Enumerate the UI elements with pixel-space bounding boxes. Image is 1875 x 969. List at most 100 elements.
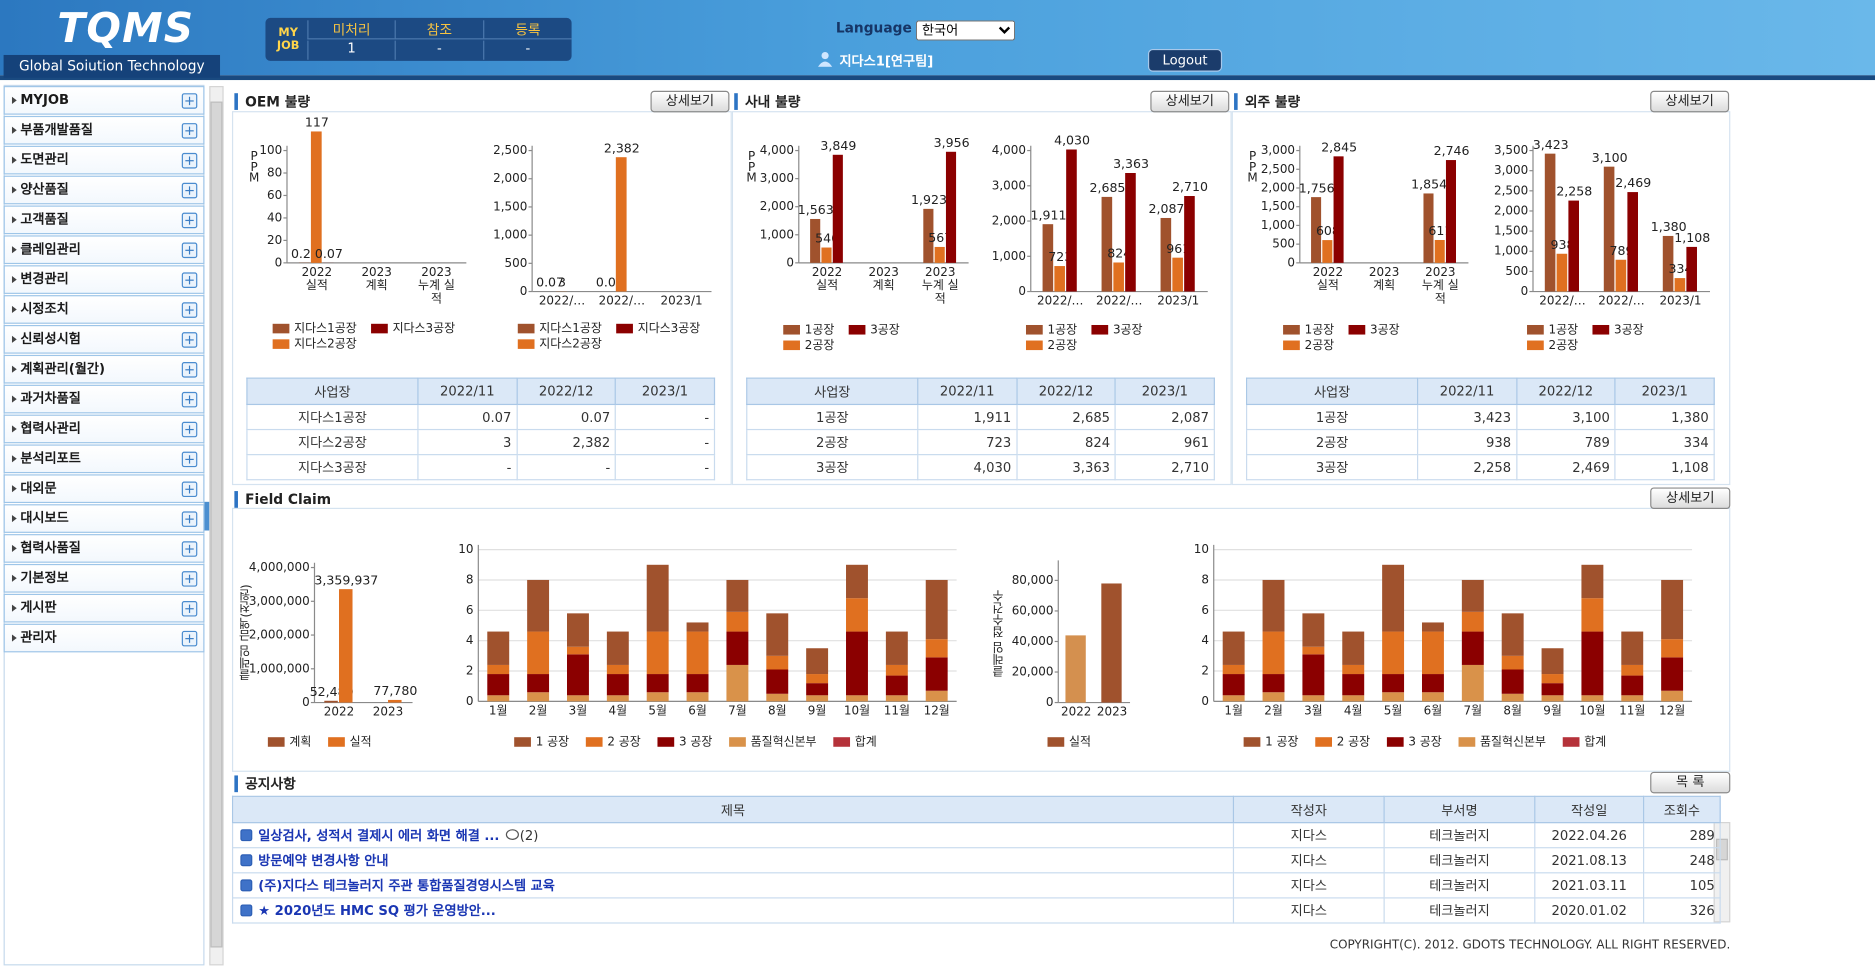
menu-item[interactable]: 시정조치 bbox=[3, 295, 205, 324]
table-header-cell: 2022/11 bbox=[417, 377, 518, 406]
table-cell: 289 bbox=[1643, 822, 1721, 849]
comment-icon bbox=[505, 829, 519, 840]
table-cell: 테크놀러지 bbox=[1383, 822, 1536, 849]
myjob-label[interactable]: 참조 bbox=[394, 20, 484, 40]
list-button[interactable]: 목 록 bbox=[1650, 771, 1731, 794]
myjob-label[interactable]: 등록 bbox=[483, 20, 572, 40]
table-cell: 1,380 bbox=[1614, 403, 1715, 431]
menu-item[interactable]: 대시보드 bbox=[3, 504, 205, 533]
x-tick-label: 4월 bbox=[1343, 704, 1363, 719]
table-cell: 334 bbox=[1614, 428, 1715, 456]
notice-title[interactable]: ★ 2020년도 HMC SQ 평가 운영방안... bbox=[258, 903, 496, 919]
detail-button[interactable]: 상세보기 bbox=[1150, 90, 1230, 113]
table-cell: 2,469 bbox=[1515, 454, 1616, 481]
scroll-thumb[interactable] bbox=[210, 101, 223, 948]
table-row: 2공장 723 824 961 bbox=[746, 428, 1215, 456]
sidebar-toggle[interactable] bbox=[204, 501, 210, 531]
table-header-cell: 2023/1 bbox=[615, 377, 716, 406]
myjob-label[interactable]: 미처리 bbox=[307, 20, 395, 40]
notice-icon bbox=[240, 879, 253, 892]
menu-item[interactable]: 신뢰성시험 bbox=[3, 324, 205, 354]
menu-item[interactable]: 분석리포트 bbox=[3, 444, 205, 474]
table-cell: 2,382 bbox=[516, 428, 617, 456]
menu-item[interactable]: 고객품질 bbox=[3, 205, 205, 235]
table-header-cell: 사업장 bbox=[746, 377, 919, 406]
table-cell: 1,911 bbox=[917, 403, 1018, 431]
menu-item[interactable]: 클레임관리 bbox=[3, 235, 205, 265]
x-tick-label: 2022 bbox=[1060, 706, 1092, 720]
x-tick-label: 2023/1 bbox=[660, 295, 703, 309]
menu-item[interactable]: 게시판 bbox=[3, 593, 205, 623]
x-tick-label: 2023/1 bbox=[1157, 295, 1200, 309]
panel-title: 사내 불량 bbox=[734, 93, 800, 110]
menu-item[interactable]: 과거차품질 bbox=[3, 384, 205, 414]
table-cell: 0.07 bbox=[417, 403, 518, 431]
menu-item[interactable]: 양산품질 bbox=[3, 175, 205, 205]
table-header-row: 제목 작성자 부서명 작성일 조회수 bbox=[231, 795, 1721, 824]
logo: TQMS bbox=[57, 4, 195, 53]
table-row: (주)지다스 테크놀러지 주관 통합품질경영시스템 교육 지다스 테크놀러지 2021… bbox=[231, 872, 1721, 899]
table-cell: 3,100 bbox=[1515, 403, 1616, 431]
x-tick-label: 2022 실적 bbox=[811, 266, 843, 293]
table-cell: 248 bbox=[1643, 847, 1721, 874]
x-tick-label: 2023 계획 bbox=[1368, 266, 1400, 293]
tagline: Global Soiution Technology bbox=[3, 54, 221, 78]
menu-item[interactable]: 도면관리 bbox=[3, 145, 205, 175]
menu-item[interactable]: MYJOB bbox=[3, 86, 205, 115]
x-tick-label: 11월 bbox=[883, 704, 910, 719]
x-tick-label: 12월 bbox=[923, 704, 950, 719]
table-cell: 824 bbox=[1016, 428, 1117, 456]
menu-item[interactable]: 협력사관리 bbox=[3, 414, 205, 444]
language-label: Language : bbox=[835, 19, 923, 36]
logout-button[interactable]: Logout bbox=[1147, 48, 1223, 72]
notice-title[interactable]: 방문예약 변경사항 안내 bbox=[258, 853, 389, 869]
detail-button[interactable]: 상세보기 bbox=[650, 90, 730, 113]
table-cell: - bbox=[615, 428, 716, 456]
table-cell: 105 bbox=[1643, 872, 1721, 899]
detail-button[interactable]: 상세보기 bbox=[1650, 90, 1730, 113]
table-cell: - bbox=[516, 454, 617, 481]
menu-item[interactable]: 기본정보 bbox=[3, 563, 205, 593]
table-cell: 2021.08.13 bbox=[1534, 847, 1645, 874]
notice-title[interactable]: 일상검사, 성적서 결제시 에러 화면 해결 ... bbox=[258, 828, 500, 844]
myjob-value[interactable]: - bbox=[483, 40, 571, 60]
menu-item[interactable]: 변경관리 bbox=[3, 265, 205, 294]
notice-title-cell: ★ 2020년도 HMC SQ 평가 운영방안... bbox=[231, 897, 1235, 924]
table-cell: 1공장 bbox=[746, 403, 919, 431]
table-cell: 지다스3공장 bbox=[246, 454, 419, 481]
menu-item[interactable]: 관리자 bbox=[3, 623, 205, 653]
footer: COPYRIGHT(C). 2012. GDOTS TECHNOLOGY. AL… bbox=[1329, 939, 1731, 953]
x-tick-label: 10월 bbox=[1579, 704, 1606, 719]
x-tick-label: 12월 bbox=[1658, 704, 1686, 719]
notice-title-cell: (주)지다스 테크놀러지 주관 통합품질경영시스템 교육 bbox=[231, 872, 1235, 899]
notice-title[interactable]: (주)지다스 테크놀러지 주관 통합품질경영시스템 교육 bbox=[258, 878, 555, 894]
detail-button[interactable]: 상세보기 bbox=[1650, 487, 1731, 509]
myjob-value[interactable]: 1 bbox=[307, 40, 394, 60]
table-header-cell: 사업장 bbox=[1246, 377, 1419, 406]
menu-item[interactable]: 부품개발품질 bbox=[3, 115, 205, 145]
panel-title: 공지사항 bbox=[234, 775, 296, 793]
table-header-cell: 2022/12 bbox=[516, 377, 617, 406]
menu-item[interactable]: 계획관리(월간) bbox=[3, 354, 205, 384]
table-cell: 지다스 bbox=[1232, 872, 1385, 899]
language-select[interactable]: 한국어 bbox=[915, 20, 1016, 41]
table-header-cell: 2022/12 bbox=[1515, 377, 1616, 406]
notice-icon bbox=[240, 854, 253, 867]
menu-item[interactable]: 협력사품질 bbox=[3, 534, 205, 563]
table-header-row: 사업장 2022/11 2022/12 2023/1 bbox=[246, 377, 716, 406]
x-tick-label: 2022/… bbox=[1037, 295, 1084, 309]
table-row: 1공장 1,911 2,685 2,087 bbox=[746, 403, 1215, 431]
menu-item[interactable]: 대외문 bbox=[3, 474, 205, 504]
table-cell: 1공장 bbox=[1246, 403, 1419, 431]
table-cell: 326 bbox=[1643, 897, 1721, 924]
table-cell: 2020.01.02 bbox=[1534, 897, 1645, 924]
table-cell: - bbox=[615, 454, 716, 481]
x-tick-label: 7월 bbox=[1463, 704, 1483, 719]
myjob-value[interactable]: - bbox=[394, 40, 483, 60]
table-header-cell: 제목 bbox=[231, 795, 1235, 824]
table-row: 지다스2공장 3 2,382- bbox=[246, 428, 716, 456]
y-axis-label: PPM bbox=[247, 150, 261, 183]
x-tick-label: 2023 bbox=[372, 706, 404, 720]
x-tick-label: 3월 bbox=[568, 704, 588, 719]
